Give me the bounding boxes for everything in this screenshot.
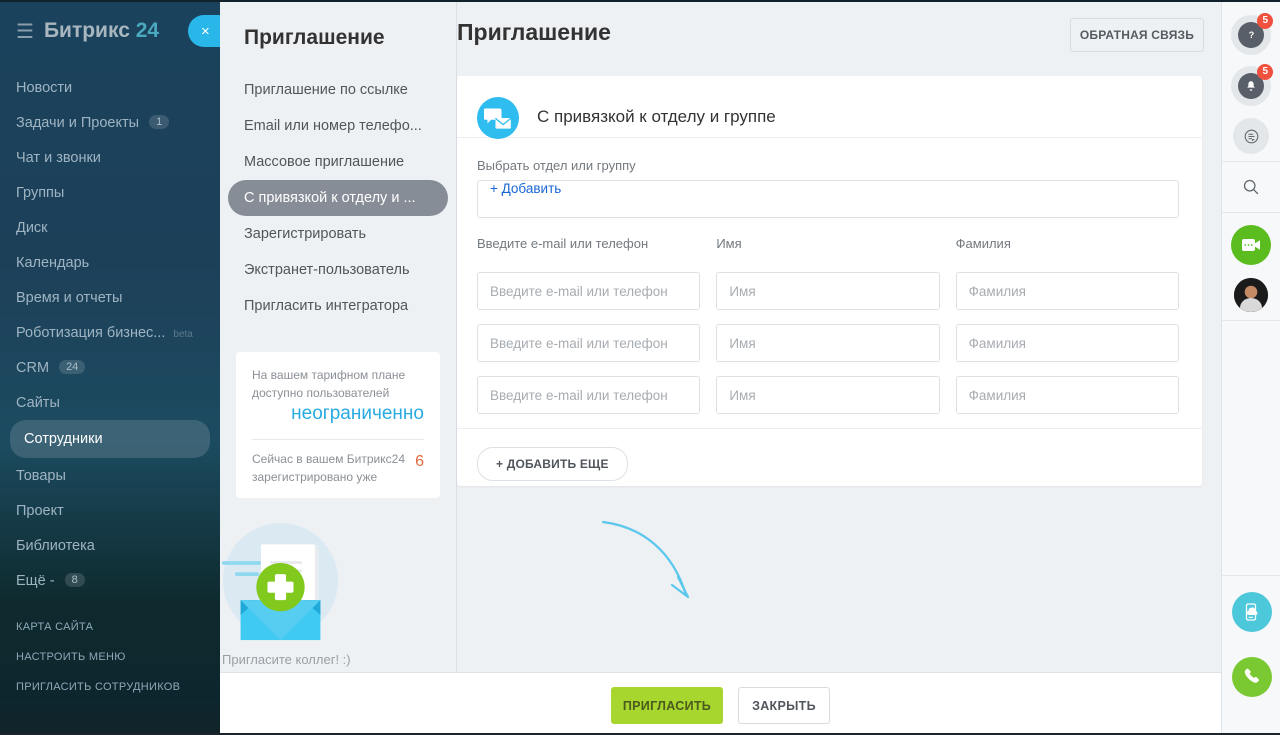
svg-text:?: ?: [1248, 30, 1253, 40]
